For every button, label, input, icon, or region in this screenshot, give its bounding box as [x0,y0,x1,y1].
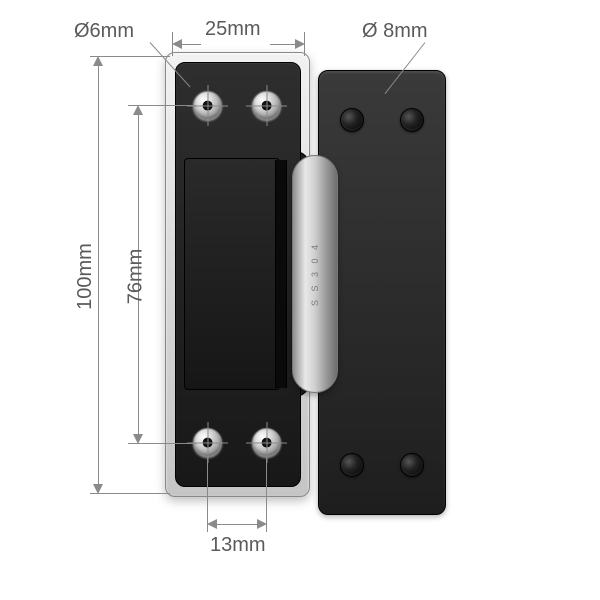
right-plate-hole-bottom-right [400,453,424,477]
right-plate-hole-top-left [340,108,364,132]
right-plate-hole-bottom-left [340,453,364,477]
barrel-engraving: S S 3 0 4 [310,242,320,306]
dim-line [270,44,298,45]
arrow-up-icon [93,56,103,66]
arrow-left-icon [207,519,217,529]
arrow-right-icon [257,519,267,529]
hinge-knuckle-gap [275,160,287,388]
left-plate-hole-bottom-left [193,428,222,457]
arrow-right-icon [295,39,305,49]
dim-label-hole-large: Ø 8mm [362,20,428,43]
arrow-left-icon [172,39,182,49]
dim-line [213,524,261,525]
left-plate-hole-bottom-right [252,428,281,457]
dim-label-plate-width: 25mm [205,18,261,41]
right-plate-hole-top-right [400,108,424,132]
hinge-knuckle [184,158,280,390]
dim-label-hole-small: Ø6mm [74,20,134,43]
dim-label-plate-height: 100mm [74,243,97,310]
arrow-down-icon [133,434,143,444]
left-plate-hole-top-left [193,91,222,120]
hinge-technical-diagram: S S 3 0 4 Ø6mm 25mm Ø 8mm 100mm 76mm 13m… [0,0,600,600]
dim-label-hole-span-h: 13mm [210,534,266,557]
dim-label-hole-span-v: 76mm [124,249,147,305]
dim-line [98,62,99,487]
hinge-barrel-light: S S 3 0 4 [292,155,338,393]
left-plate-hole-top-right [252,91,281,120]
arrow-down-icon [93,484,103,494]
arrow-up-icon [133,105,143,115]
